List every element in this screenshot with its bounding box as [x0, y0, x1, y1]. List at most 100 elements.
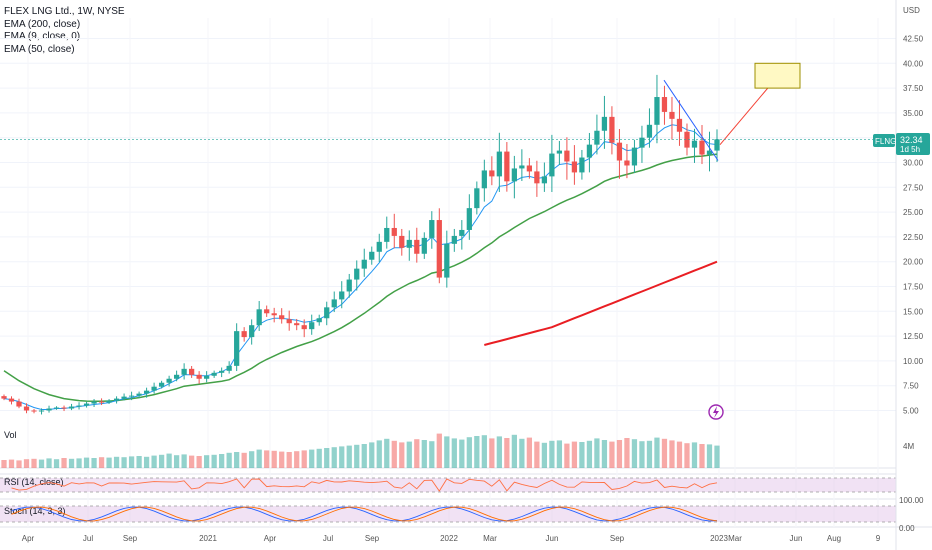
volume-bar	[128, 456, 135, 468]
projection-box	[754, 62, 801, 89]
candle-up	[406, 239, 412, 248]
volume-bar	[414, 439, 420, 468]
volume-bar	[316, 448, 322, 468]
drawings[interactable]	[0, 62, 896, 161]
legend-ema200[interactable]: EMA (200, close)	[4, 18, 81, 30]
candle-up	[474, 188, 480, 209]
volume-bar	[519, 438, 525, 468]
price-axis[interactable]: 42.5040.0037.5035.0032.5030.0027.5025.00…	[895, 0, 924, 550]
candle-down	[23, 406, 30, 411]
stoch-k-line	[11, 506, 718, 522]
volume-bar	[631, 439, 638, 468]
volume-bar	[646, 440, 653, 468]
candle-down	[624, 160, 630, 166]
candle-down	[279, 315, 285, 320]
candle-up	[331, 299, 337, 308]
candle-up	[211, 372, 217, 376]
volume-bar	[714, 445, 720, 468]
legend-ema50[interactable]: EMA (50, close)	[4, 43, 75, 55]
ticker-text: FLNG	[875, 137, 896, 146]
volume-bar	[181, 454, 187, 468]
volume-bar	[234, 452, 240, 468]
candle-down	[609, 116, 615, 143]
volume-bar	[654, 437, 660, 468]
candle-up	[654, 97, 660, 125]
candle-up	[316, 318, 322, 323]
time-tick-label: 2021	[199, 534, 217, 543]
candle-up	[496, 151, 502, 177]
time-tick-label: Apr	[22, 534, 35, 543]
candle-up	[646, 124, 653, 138]
volume-bar	[384, 438, 390, 468]
candle-up	[556, 150, 563, 154]
candle-up	[83, 403, 90, 406]
price-tick-label: 30.00	[903, 159, 924, 168]
ema50-line	[3, 153, 718, 403]
candle-up	[158, 382, 165, 387]
candle-up	[444, 243, 450, 278]
time-tick-label: Aug	[827, 534, 841, 543]
candle-up	[451, 235, 457, 244]
candle-up	[691, 140, 698, 148]
volume-bar	[571, 441, 578, 468]
volume-bar	[556, 440, 563, 468]
rsi-label: RSI (14, close)	[4, 477, 64, 487]
candle-down	[436, 220, 442, 278]
volume-bar	[211, 454, 217, 468]
volume-bar	[331, 447, 337, 468]
last-price-label[interactable]: FLNG 32.34 1d 5h	[873, 133, 930, 155]
candle-up	[309, 322, 315, 330]
volume-bar	[1, 460, 7, 468]
candle-down	[31, 410, 37, 412]
candle-up	[346, 279, 352, 292]
volume-bar	[23, 459, 30, 468]
volume-bar	[609, 441, 615, 468]
chart-legend: FLEX LNG Ltd., 1W, NYSE EMA (200, close)…	[4, 6, 125, 56]
volume-bar	[346, 445, 352, 468]
time-tick-label: Jun	[546, 534, 559, 543]
rsi-band	[0, 478, 896, 492]
last-price-text: 32.34	[900, 135, 923, 145]
volume-bar	[601, 440, 608, 468]
time-axis[interactable]: Apr Jul Sep 2021 Apr Jul Sep 2022 Mar Jun Sep 2023 M…	[22, 534, 881, 543]
volume-bar	[219, 454, 225, 468]
candle-up	[429, 220, 435, 238]
countdown-text: 1d 5h	[900, 145, 920, 154]
candle-down	[571, 161, 578, 173]
volume-bar	[53, 459, 60, 468]
volume-bar	[639, 441, 645, 468]
volume-bar	[399, 442, 405, 468]
oscillator-lines	[11, 478, 718, 522]
candle-down	[684, 131, 690, 148]
volume-bar	[38, 459, 45, 468]
volume-bar	[256, 449, 262, 468]
volume-bar	[699, 444, 705, 468]
volume-bar	[241, 452, 247, 468]
legend-ema9[interactable]: EMA (9, close, 0)	[4, 31, 81, 42]
volume-bar	[549, 440, 555, 468]
candle-up	[594, 130, 600, 145]
candle-down	[241, 331, 247, 338]
candle-down	[661, 97, 668, 112]
candle-up	[113, 398, 120, 401]
stoch-tick-0: 0.00	[899, 524, 915, 533]
candle-down	[294, 323, 300, 326]
volume-bar	[511, 434, 517, 468]
legend-symbol[interactable]: FLEX LNG Ltd., 1W, NYSE	[4, 6, 125, 17]
volume-bar	[496, 436, 502, 468]
candle-down	[98, 401, 105, 403]
volume-bar	[279, 451, 285, 468]
candle-up	[361, 259, 367, 269]
candle-up	[376, 241, 382, 252]
price-tick-label: 37.50	[903, 84, 924, 93]
volume-bar	[106, 457, 112, 468]
candle-up	[339, 291, 345, 300]
rsi-pane: RSI (14, close)	[0, 477, 896, 493]
trend-line	[663, 79, 719, 161]
lightning-icon[interactable]	[708, 404, 724, 420]
candle-up	[549, 153, 555, 177]
candle-up	[639, 137, 645, 148]
candle-up	[234, 331, 240, 366]
